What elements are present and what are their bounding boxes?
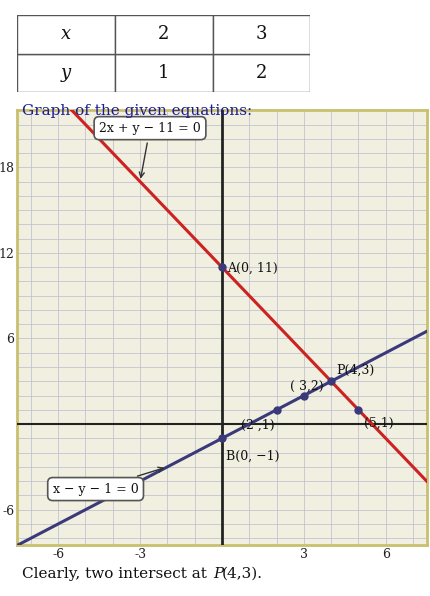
Text: y: y — [61, 64, 71, 82]
Text: Graph of the given equations:: Graph of the given equations: — [22, 104, 251, 118]
Bar — [17, 15, 115, 54]
Text: (5,1): (5,1) — [363, 417, 393, 430]
Text: 1: 1 — [158, 64, 169, 82]
Text: 3: 3 — [255, 25, 267, 44]
Text: (4,3).: (4,3). — [221, 567, 262, 581]
Bar — [212, 54, 310, 92]
Text: P: P — [213, 567, 223, 581]
Bar — [115, 15, 212, 54]
Bar — [115, 54, 212, 92]
Bar — [17, 54, 115, 92]
Text: P(4,3): P(4,3) — [336, 364, 374, 377]
Text: Clearly, two intersect at: Clearly, two intersect at — [22, 567, 216, 581]
Text: x − y − 1 = 0: x − y − 1 = 0 — [52, 467, 163, 495]
Text: x: x — [61, 25, 71, 44]
Text: 2x + y − 11 = 0: 2x + y − 11 = 0 — [99, 122, 200, 178]
Text: B(0, −1): B(0, −1) — [226, 450, 279, 462]
Text: ( 3,2): ( 3,2) — [289, 380, 323, 393]
Text: 2: 2 — [255, 64, 267, 82]
Text: 2: 2 — [158, 25, 169, 44]
Text: (2 ,1): (2 ,1) — [240, 418, 274, 432]
Text: A(0, 11): A(0, 11) — [227, 262, 277, 274]
Bar — [212, 15, 310, 54]
